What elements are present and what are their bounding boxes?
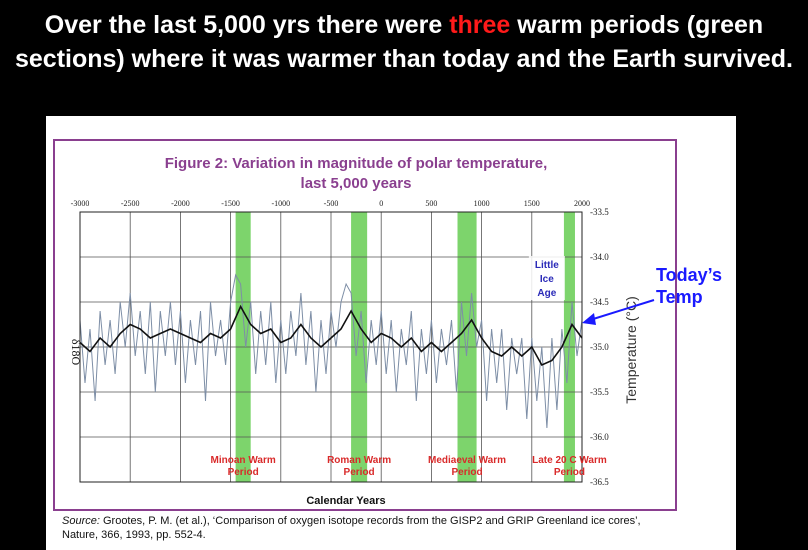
warm-period-label-3-line1: Late 20 C Warm: [532, 455, 607, 466]
figure-frame: [53, 139, 677, 511]
x-tick-label-0: -3000: [71, 199, 90, 208]
y-tick-label-3: -35.0: [590, 342, 609, 352]
x-tick-label-9: 1500: [524, 199, 540, 208]
source-text: Grootes, P. M. (et al.), ‘Comparison of …: [62, 515, 641, 541]
headline-part2: warm periods (green sections) where it w…: [14, 11, 793, 73]
warm-period-label-0-line2: Period: [228, 467, 259, 478]
x-tick-label-3: -1500: [221, 199, 240, 208]
headline-part1: Over the last 5,000 yrs there were: [44, 11, 450, 39]
source-label: Source:: [62, 515, 100, 527]
y-tick-label-1: -34.0: [590, 252, 609, 262]
annotation-word-0: Little: [535, 260, 559, 271]
headline: Over the last 5,000 yrs there were three…: [0, 8, 808, 76]
y-tick-label-0: -33.5: [590, 207, 609, 217]
y-tick-label-2: -34.5: [590, 297, 609, 307]
annotation-word-1: Ice: [540, 274, 554, 285]
series-raw-line: [79, 273, 583, 429]
y-axis-label-left: δ18O: [69, 339, 83, 366]
x-tick-label-2: -2000: [171, 199, 190, 208]
warm-period-label-1-line2: Period: [344, 467, 375, 478]
warm-period-label-1-line1: Roman Warm: [327, 455, 391, 466]
x-tick-label-6: 0: [379, 199, 383, 208]
x-tick-label-8: 1000: [474, 199, 490, 208]
warm-period-label-2-line2: Period: [451, 467, 482, 478]
x-tick-label-10: 2000: [574, 199, 590, 208]
warm-period-label-2-line1: Mediaeval Warm: [428, 455, 506, 466]
chart-title: Figure 2: Variation in magnitude of pola…: [165, 155, 548, 172]
x-tick-label-4: -1000: [271, 199, 290, 208]
x-tick-label-5: -500: [324, 199, 339, 208]
headline-highlight: three: [449, 11, 511, 39]
callout-line1: Today’s: [656, 265, 723, 285]
y-axis-label-right: Temperature (°C): [623, 296, 639, 404]
y-tick-label-4: -35.5: [590, 387, 609, 397]
warm-period-label-3-line2: Period: [554, 467, 585, 478]
chart-subtitle: last 5,000 years: [301, 175, 412, 192]
todays-temp-callout: Today’s Temp: [656, 264, 722, 308]
plot-border: [79, 211, 583, 483]
y-tick-label-5: -36.0: [590, 432, 609, 442]
annotation-bg: [528, 256, 565, 300]
callout-arrow-shaft: [589, 299, 655, 321]
x-axis-label: Calendar Years: [306, 495, 385, 507]
y-tick-label-6: -36.5: [590, 477, 609, 487]
warm-period-label-0-line1: Minoan Warm: [211, 455, 276, 466]
annotation-word-2: Age: [537, 288, 556, 299]
source-citation: Source: Grootes, P. M. (et al.), ‘Compar…: [62, 514, 662, 542]
series-smoothed-line: [79, 304, 583, 367]
callout-arrow-head: [582, 313, 596, 325]
callout-line2: Temp: [656, 287, 703, 307]
x-tick-label-7: 500: [425, 199, 437, 208]
x-tick-label-1: -2500: [121, 199, 140, 208]
